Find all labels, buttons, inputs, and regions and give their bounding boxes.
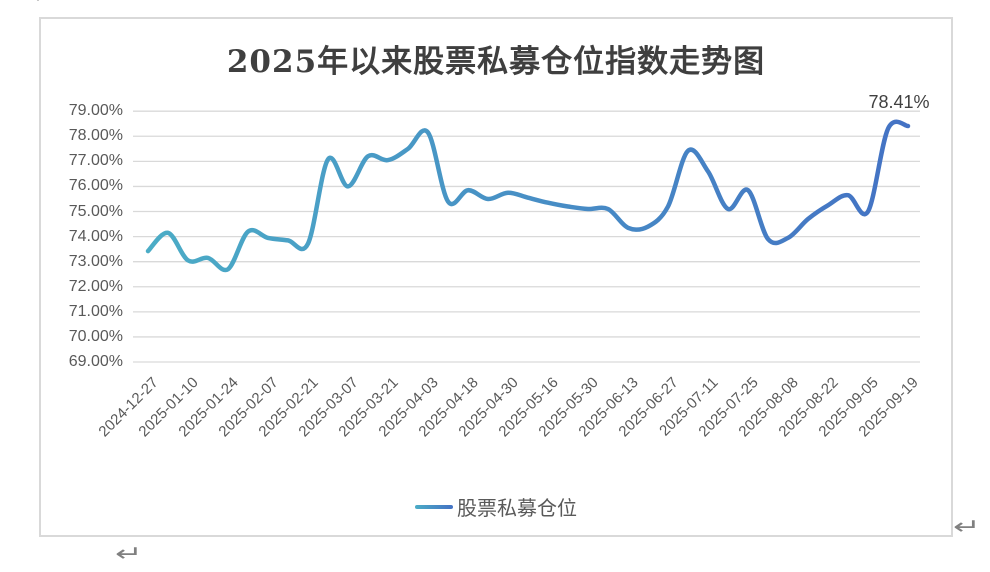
paragraph-return-mark-top: ↵	[30, 0, 58, 8]
y-tick-label: 74.00%	[68, 227, 123, 245]
series-line	[145, 119, 911, 273]
paragraph-return-mark-bottom-left: ↵	[115, 542, 143, 567]
legend: 股票私募仓位	[415, 492, 577, 521]
gridlines	[133, 110, 920, 363]
y-tick-label: 70.00%	[68, 327, 123, 345]
legend-series-label: 股票私募仓位	[457, 496, 577, 520]
y-tick-label: 75.00%	[68, 202, 123, 220]
y-tick-label: 77.00%	[68, 152, 123, 170]
y-tick-label: 79.00%	[68, 102, 123, 120]
last-point-data-label: 78.41%	[868, 91, 930, 112]
chart-frame[interactable]	[39, 17, 953, 537]
y-tick-label: 72.00%	[68, 277, 123, 295]
y-tick-label: 76.00%	[68, 177, 123, 195]
y-tick-label: 73.00%	[68, 252, 123, 270]
y-tick-label: 71.00%	[68, 302, 123, 320]
chart-title: 2025年以来股票私募仓位指数走势图	[226, 44, 766, 80]
paragraph-return-mark-bottom-right: ↵	[953, 515, 981, 540]
y-tick-label: 78.00%	[68, 127, 123, 145]
y-tick-label: 69.00%	[68, 353, 123, 370]
legend-line-swatch	[415, 504, 453, 509]
